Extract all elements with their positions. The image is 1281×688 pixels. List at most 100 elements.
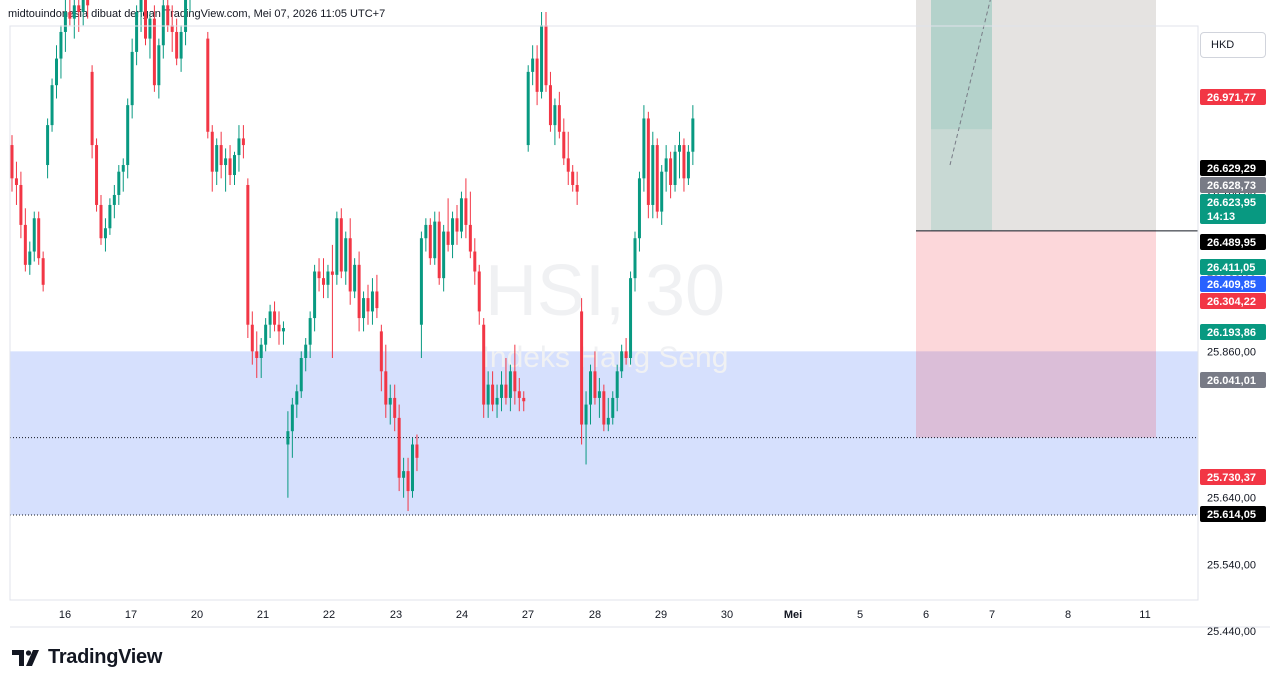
candle bbox=[370, 278, 374, 325]
candle bbox=[660, 165, 664, 225]
candle bbox=[72, 0, 76, 39]
candle-body bbox=[384, 371, 388, 405]
plot-frame bbox=[9, 25, 1199, 601]
candle-body bbox=[126, 105, 130, 166]
candle bbox=[571, 165, 575, 192]
candle-body bbox=[669, 158, 673, 185]
candle bbox=[455, 204, 459, 245]
candle bbox=[513, 344, 517, 405]
tradingview-logo[interactable]: TradingView bbox=[12, 646, 162, 669]
candles bbox=[10, 0, 695, 512]
candle bbox=[246, 178, 250, 339]
candle-body bbox=[130, 51, 134, 106]
candle bbox=[348, 218, 352, 305]
candle-body bbox=[575, 184, 579, 192]
x-tick-label: 20 bbox=[191, 609, 203, 621]
candle bbox=[682, 138, 686, 192]
watermark-name: Indeks Hang Seng bbox=[482, 341, 729, 374]
candle bbox=[406, 457, 410, 512]
candle-body bbox=[219, 145, 223, 166]
candle-body bbox=[544, 25, 548, 86]
candle bbox=[326, 264, 330, 299]
candle bbox=[419, 231, 423, 358]
candle-body bbox=[473, 251, 477, 272]
candle-body bbox=[633, 238, 637, 279]
price-tag: 25.730,37 bbox=[1200, 469, 1266, 485]
candle bbox=[411, 437, 414, 498]
position-inner-target bbox=[931, 0, 992, 130]
candle-body bbox=[629, 278, 633, 358]
candle bbox=[531, 45, 535, 86]
position-inner-zone bbox=[931, 0, 992, 231]
candle bbox=[86, 0, 90, 19]
candle-body bbox=[562, 131, 566, 159]
candle-body bbox=[10, 145, 14, 179]
candle bbox=[130, 38, 134, 119]
price-tag-value: 26.411,05 bbox=[1207, 262, 1255, 274]
candle bbox=[250, 311, 254, 365]
projection-line bbox=[949, 0, 991, 166]
candle-body bbox=[446, 231, 450, 245]
candle bbox=[210, 125, 214, 192]
price-tag: 25.614,05 bbox=[1200, 506, 1266, 522]
candle-body bbox=[241, 138, 245, 146]
candle bbox=[669, 151, 673, 199]
price-tag: 26.304,22 bbox=[1200, 293, 1266, 309]
candle bbox=[166, 0, 170, 32]
candle-body bbox=[548, 85, 552, 126]
candle-body bbox=[121, 165, 125, 172]
candle-body bbox=[112, 194, 116, 205]
candle-body bbox=[281, 328, 285, 332]
currency-selector[interactable]: HKD bbox=[1200, 32, 1266, 58]
candle bbox=[388, 384, 392, 425]
candle bbox=[384, 344, 388, 418]
candle bbox=[117, 165, 121, 205]
price-tag: 26.623,95 14:13 bbox=[1200, 194, 1266, 224]
price-tag: 26.971,77 bbox=[1200, 89, 1266, 105]
candle-body bbox=[77, 5, 81, 12]
candle-body bbox=[46, 125, 50, 166]
candle bbox=[393, 384, 397, 432]
candle bbox=[184, 0, 188, 46]
candle-body bbox=[108, 204, 112, 229]
candle-body bbox=[23, 224, 27, 265]
candle-body bbox=[335, 218, 339, 275]
candle bbox=[281, 321, 285, 345]
candle bbox=[357, 251, 361, 332]
candle bbox=[273, 301, 277, 332]
candle bbox=[437, 211, 441, 285]
candle-body bbox=[664, 158, 668, 172]
candle bbox=[157, 38, 161, 99]
x-tick-label: Mei bbox=[784, 609, 802, 621]
candle bbox=[179, 25, 183, 72]
candle bbox=[23, 208, 27, 272]
candle bbox=[428, 218, 432, 265]
candle-body bbox=[290, 404, 294, 432]
candle bbox=[637, 171, 641, 252]
candle-body bbox=[500, 384, 503, 398]
x-tick-label: 29 bbox=[655, 609, 667, 621]
candle-body bbox=[433, 221, 437, 259]
candle-body bbox=[571, 171, 575, 185]
candle-body bbox=[535, 58, 539, 92]
x-tick-label: 22 bbox=[323, 609, 335, 621]
candle bbox=[148, 11, 152, 59]
candle bbox=[170, 5, 174, 52]
candle-body bbox=[482, 324, 486, 405]
candle bbox=[126, 98, 130, 179]
zones-layer: Supply bbox=[10, 351, 1198, 515]
candle bbox=[379, 324, 383, 392]
candle-body bbox=[517, 391, 521, 398]
price-tag-countdown: 14:13 bbox=[1207, 211, 1235, 223]
candle-body bbox=[370, 291, 374, 312]
candle bbox=[433, 211, 437, 265]
candle-body bbox=[148, 18, 152, 39]
candle bbox=[517, 377, 521, 412]
price-tag-bg bbox=[1200, 89, 1266, 105]
candle bbox=[673, 145, 677, 192]
candle bbox=[544, 11, 548, 92]
candle bbox=[46, 118, 50, 179]
candle bbox=[264, 318, 268, 352]
tradingview-logo-icon bbox=[12, 649, 39, 666]
